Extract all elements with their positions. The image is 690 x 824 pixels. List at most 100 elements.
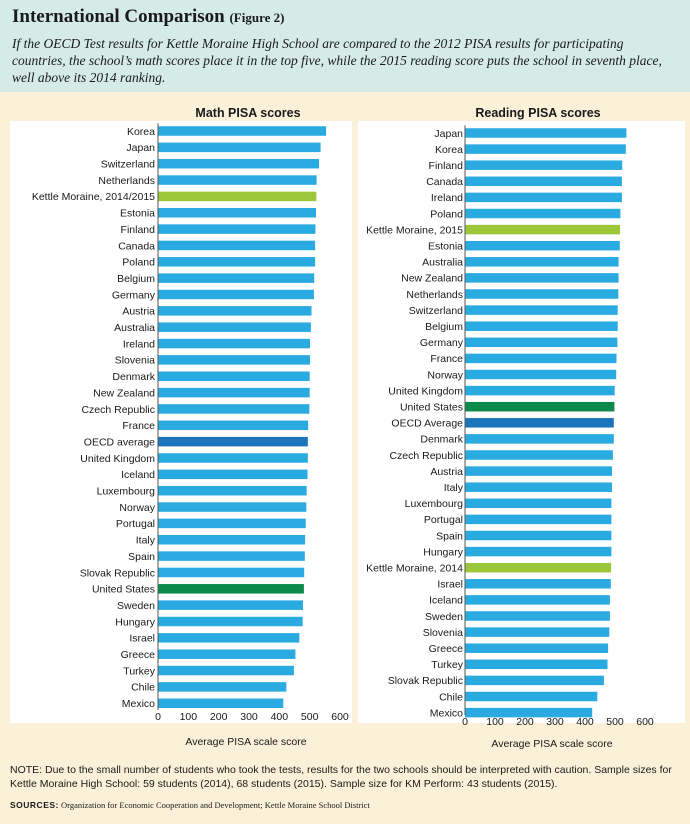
math-category-label: Germany bbox=[112, 289, 156, 301]
math-bar-spain bbox=[158, 551, 305, 561]
reading-category-label: Norway bbox=[427, 369, 463, 381]
math-bar-australia bbox=[158, 322, 311, 332]
math-category-label: Denmark bbox=[112, 371, 155, 383]
math-bar-denmark bbox=[158, 371, 310, 381]
math-bar-estonia bbox=[158, 208, 317, 218]
reading-x-tick-label: 200 bbox=[516, 716, 534, 728]
reading-bar-australia bbox=[465, 257, 619, 267]
math-category-label: Italy bbox=[136, 535, 156, 547]
math-bar-sweden bbox=[158, 600, 303, 610]
math-category-label: Canada bbox=[118, 240, 155, 252]
reading-bar-mexico bbox=[465, 707, 593, 718]
math-x-tick-label: 200 bbox=[210, 711, 228, 723]
reading-bar-czech-republic bbox=[465, 450, 613, 460]
reading-category-label: Germany bbox=[420, 337, 464, 349]
math-category-label: Belgium bbox=[117, 273, 155, 285]
math-category-label: United States bbox=[92, 584, 155, 596]
math-category-label: Mexico bbox=[122, 698, 155, 710]
sources: SOURCES: Organization for Economic Coope… bbox=[10, 800, 682, 810]
reading-category-label: Australia bbox=[422, 257, 463, 269]
math-category-label: New Zealand bbox=[93, 387, 155, 399]
math-bar-belgium bbox=[158, 273, 315, 283]
math-x-tick-label: 400 bbox=[271, 711, 289, 723]
reading-category-label: Ireland bbox=[431, 192, 463, 204]
reading-bar-austria bbox=[465, 466, 612, 476]
reading-category-label: Finland bbox=[429, 160, 464, 172]
reading-bar-korea bbox=[465, 144, 626, 154]
math-bar-canada bbox=[158, 240, 316, 251]
math-bar-korea bbox=[158, 126, 327, 136]
reading-category-label: Sweden bbox=[425, 611, 463, 623]
reading-category-label: Korea bbox=[435, 144, 463, 156]
reading-bar-greece bbox=[465, 643, 609, 653]
math-bar-austria bbox=[158, 306, 312, 316]
math-bar-hungary bbox=[158, 616, 303, 627]
math-category-label: United Kingdom bbox=[80, 453, 155, 465]
reading-bar-switzerland bbox=[465, 305, 618, 315]
reading-category-label: OECD Average bbox=[391, 418, 463, 430]
header-banner: International Comparison (Figure 2) If t… bbox=[0, 0, 690, 92]
math-bar-united-kingdom bbox=[158, 453, 308, 463]
math-bar-switzerland bbox=[158, 158, 320, 169]
reading-bar-japan bbox=[465, 128, 627, 138]
math-category-label: Korea bbox=[127, 126, 155, 138]
math-category-label: Ireland bbox=[123, 338, 155, 350]
math-bar-new-zealand bbox=[158, 387, 310, 398]
math-category-label: Spain bbox=[128, 551, 155, 563]
math-category-label: OECD average bbox=[84, 436, 155, 448]
math-category-label: Iceland bbox=[121, 469, 155, 481]
math-category-label: Slovenia bbox=[115, 355, 155, 367]
reading-x-tick-label: 300 bbox=[546, 716, 564, 728]
title-text: International Comparison bbox=[12, 6, 225, 27]
math-bar-germany bbox=[158, 289, 314, 300]
reading-category-label: Switzerland bbox=[409, 305, 463, 317]
math-category-label: France bbox=[122, 420, 155, 432]
reading-bar-sweden bbox=[465, 611, 610, 621]
sources-text: Organization for Economic Cooperation an… bbox=[61, 800, 370, 810]
reading-category-label: Netherlands bbox=[406, 289, 463, 301]
reading-x-tick-label: 500 bbox=[606, 716, 624, 728]
reading-category-label: Hungary bbox=[423, 546, 463, 558]
math-category-label: Kettle Moraine, 2014/2015 bbox=[32, 191, 155, 203]
reading-chart-title: Reading PISA scores bbox=[475, 106, 600, 120]
math-bar-japan bbox=[158, 142, 321, 153]
reading-category-label: Slovenia bbox=[423, 627, 463, 639]
reading-category-label: Estonia bbox=[428, 241, 463, 253]
reading-category-label: Luxembourg bbox=[405, 498, 464, 510]
math-bar-turkey bbox=[158, 665, 294, 676]
reading-bar-slovenia bbox=[465, 627, 610, 637]
math-bar-slovak-republic bbox=[158, 567, 305, 578]
reading-category-label: Israel bbox=[437, 579, 463, 591]
math-bar-finland bbox=[158, 224, 316, 234]
reading-bar-norway bbox=[465, 369, 617, 380]
math-x-axis-label: Average PISA scale score bbox=[185, 736, 306, 748]
reading-bar-united-kingdom bbox=[465, 385, 615, 396]
subtitle: If the OECD Test results for Kettle Mora… bbox=[12, 36, 662, 85]
reading-bar-finland bbox=[465, 160, 623, 170]
sources-label: SOURCES: bbox=[10, 800, 59, 810]
reading-bar-chile bbox=[465, 691, 598, 702]
reading-category-label: Portugal bbox=[424, 514, 463, 526]
footnote: NOTE: Due to the small number of student… bbox=[10, 764, 672, 790]
reading-category-label: New Zealand bbox=[401, 273, 463, 285]
reading-bar-kettle-moraine-2015 bbox=[465, 224, 621, 235]
reading-bar-hungary bbox=[465, 546, 612, 557]
reading-category-label: United Kingdom bbox=[388, 385, 463, 397]
reading-category-label: Austria bbox=[430, 466, 463, 478]
reading-bar-italy bbox=[465, 482, 612, 492]
reading-category-label: Chile bbox=[439, 691, 463, 703]
math-chart-title: Math PISA scores bbox=[195, 106, 300, 120]
reading-bar-france bbox=[465, 353, 617, 364]
math-category-label: Netherlands bbox=[98, 175, 155, 187]
reading-bar-slovak-republic bbox=[465, 675, 604, 686]
math-bar-portugal bbox=[158, 518, 306, 529]
math-bar-poland bbox=[158, 257, 316, 267]
math-category-label: Israel bbox=[129, 633, 155, 645]
reading-bar-belgium bbox=[465, 321, 618, 331]
reading-bar-poland bbox=[465, 208, 621, 219]
reading-bar-portugal bbox=[465, 514, 612, 525]
math-category-label: Poland bbox=[122, 257, 155, 269]
figure-label: (Figure 2) bbox=[229, 10, 285, 25]
math-category-label: Czech Republic bbox=[81, 404, 155, 416]
reading-category-label: Canada bbox=[426, 176, 463, 188]
